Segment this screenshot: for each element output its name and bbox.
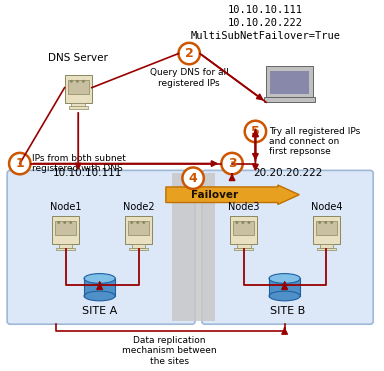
Circle shape bbox=[242, 221, 244, 224]
Circle shape bbox=[57, 221, 60, 224]
Bar bbox=[270, 71, 309, 94]
Text: 5: 5 bbox=[251, 125, 260, 138]
Bar bbox=[128, 221, 149, 236]
Bar bbox=[319, 244, 333, 248]
Bar bbox=[55, 221, 76, 236]
Text: Data replication
mechanism between
the sites: Data replication mechanism between the s… bbox=[122, 336, 217, 366]
Ellipse shape bbox=[84, 291, 115, 301]
Circle shape bbox=[330, 221, 333, 224]
Bar bbox=[266, 66, 313, 97]
Ellipse shape bbox=[269, 273, 300, 283]
FancyBboxPatch shape bbox=[230, 216, 257, 244]
Circle shape bbox=[221, 153, 243, 174]
Ellipse shape bbox=[84, 273, 115, 283]
Circle shape bbox=[318, 221, 321, 224]
FancyArrow shape bbox=[166, 185, 299, 204]
Bar bbox=[316, 221, 337, 236]
Text: Node4: Node4 bbox=[311, 202, 342, 212]
Text: Try all registered IPs
and connect on
first repsonse: Try all registered IPs and connect on fi… bbox=[269, 127, 360, 156]
Circle shape bbox=[82, 80, 85, 83]
Text: Node2: Node2 bbox=[123, 202, 154, 212]
Text: Failover: Failover bbox=[191, 190, 238, 200]
Text: Node1: Node1 bbox=[50, 202, 81, 212]
Bar bbox=[71, 103, 85, 107]
Circle shape bbox=[70, 80, 73, 83]
Circle shape bbox=[142, 221, 145, 224]
Text: Node3: Node3 bbox=[228, 202, 260, 212]
Circle shape bbox=[136, 221, 139, 224]
Text: 10.10.10.111: 10.10.10.111 bbox=[53, 168, 122, 178]
Bar bbox=[69, 106, 88, 109]
FancyBboxPatch shape bbox=[52, 216, 79, 244]
Text: 3: 3 bbox=[228, 157, 237, 170]
Text: 2: 2 bbox=[185, 47, 194, 60]
FancyBboxPatch shape bbox=[202, 170, 373, 324]
Text: SITE A: SITE A bbox=[82, 306, 117, 316]
Circle shape bbox=[9, 153, 30, 174]
Circle shape bbox=[130, 221, 133, 224]
Bar bbox=[269, 279, 300, 296]
Bar bbox=[129, 247, 148, 250]
Bar bbox=[56, 247, 75, 250]
Text: IPs from both subnet
registered with DNS: IPs from both subnet registered with DNS bbox=[33, 154, 126, 173]
Circle shape bbox=[245, 121, 266, 142]
Bar bbox=[264, 97, 315, 102]
FancyBboxPatch shape bbox=[65, 75, 92, 103]
Bar bbox=[172, 173, 215, 321]
Text: 1: 1 bbox=[15, 157, 24, 170]
Text: 10.10.10.111
10.10.20.222
MultiSubNetFailover=True: 10.10.10.111 10.10.20.222 MultiSubNetFai… bbox=[190, 5, 340, 41]
Text: SITE B: SITE B bbox=[270, 306, 305, 316]
Bar bbox=[59, 244, 72, 248]
FancyBboxPatch shape bbox=[7, 170, 195, 324]
Text: Query DNS for all
registered IPs: Query DNS for all registered IPs bbox=[150, 68, 228, 88]
FancyBboxPatch shape bbox=[313, 216, 340, 244]
Circle shape bbox=[76, 80, 79, 83]
Circle shape bbox=[179, 43, 200, 64]
FancyBboxPatch shape bbox=[125, 216, 152, 244]
Bar bbox=[68, 79, 89, 94]
Bar bbox=[237, 244, 250, 248]
Text: 20.20.20.222: 20.20.20.222 bbox=[253, 168, 322, 178]
Circle shape bbox=[235, 221, 238, 224]
Ellipse shape bbox=[269, 291, 300, 301]
Bar bbox=[132, 244, 146, 248]
Circle shape bbox=[324, 221, 327, 224]
Circle shape bbox=[182, 167, 204, 189]
Circle shape bbox=[247, 221, 250, 224]
Bar bbox=[233, 221, 254, 236]
Bar bbox=[317, 247, 336, 250]
Text: DNS Server: DNS Server bbox=[48, 53, 108, 63]
Text: 4: 4 bbox=[189, 172, 197, 185]
Circle shape bbox=[63, 221, 66, 224]
Bar bbox=[84, 279, 115, 296]
Circle shape bbox=[69, 221, 72, 224]
Bar bbox=[234, 247, 253, 250]
